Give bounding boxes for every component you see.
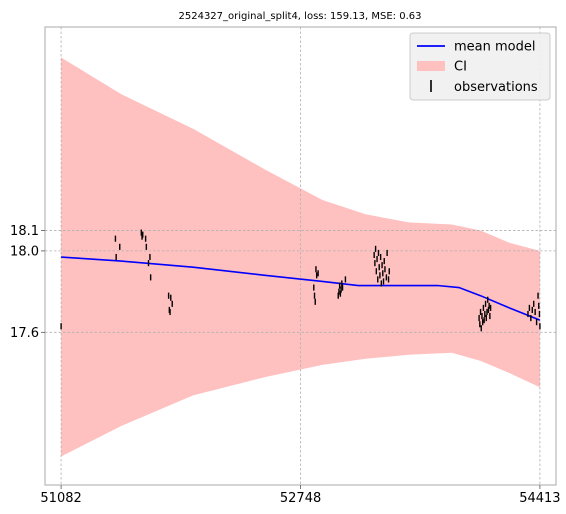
y-tick-label-0: 17.6 [10, 326, 39, 341]
legend-ci-label: CI [454, 60, 467, 75]
y-tick-label-1: 18.0 [10, 244, 39, 259]
chart-title: 2524327_original_split4, loss: 159.13, M… [179, 11, 422, 22]
plot-area: 51082 52748 54413 17.6 18.0 18.1 [10, 26, 561, 506]
legend: mean model CI observations [409, 32, 551, 101]
legend-obs-label: observations [454, 80, 538, 95]
x-tick-label-1: 52748 [280, 491, 321, 506]
y-tick-label-2: 18.1 [10, 224, 39, 239]
mean-model-line [61, 256, 541, 321]
legend-box [409, 32, 551, 101]
legend-mean-label: mean model [454, 40, 535, 55]
x-tick-label-0: 51082 [40, 491, 81, 506]
legend-ci-swatch [417, 61, 445, 71]
x-tick-label-2: 54413 [519, 491, 560, 506]
